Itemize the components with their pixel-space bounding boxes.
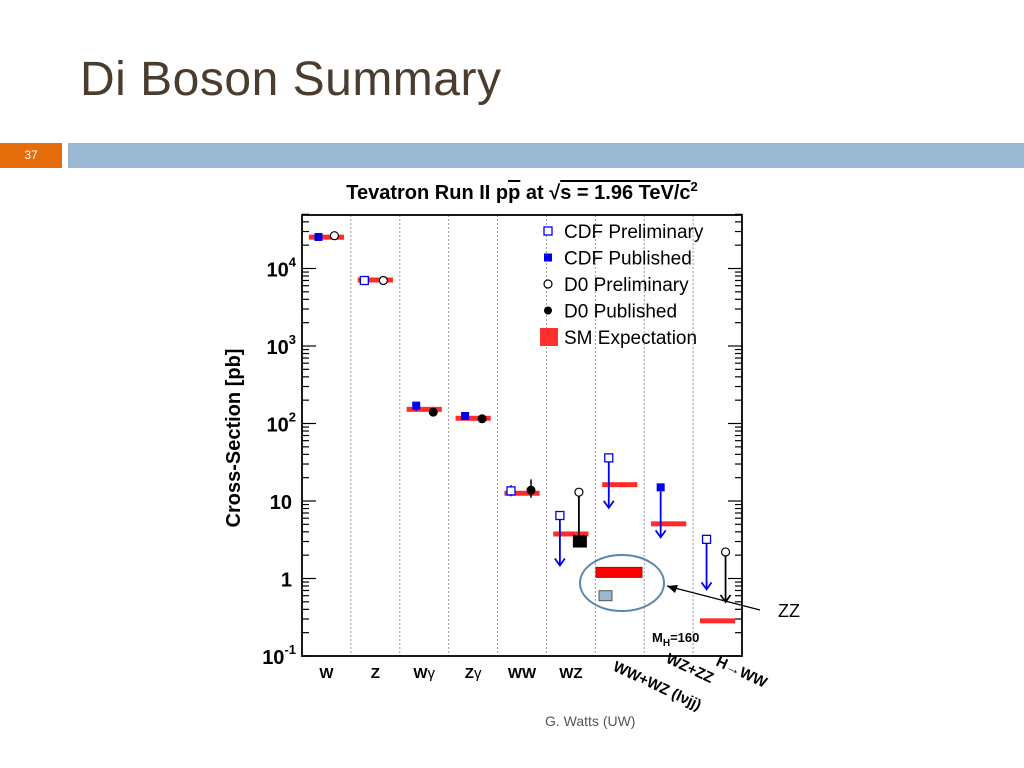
data-point bbox=[526, 485, 536, 495]
data-point bbox=[378, 275, 388, 286]
legend-label: CDF Preliminary bbox=[564, 222, 704, 243]
upper-limit-arrowhead bbox=[719, 594, 732, 604]
data-point bbox=[656, 483, 665, 492]
sm-expectation-bar bbox=[602, 482, 638, 488]
x-category-label: Zγ bbox=[465, 665, 482, 682]
legend-label: D0 Preliminary bbox=[564, 275, 689, 296]
legend-label: CDF Published bbox=[564, 249, 692, 270]
data-point bbox=[477, 414, 487, 424]
plot-frame bbox=[301, 214, 743, 657]
header-bar bbox=[68, 143, 1024, 168]
legend-marker bbox=[540, 328, 558, 346]
title-pbar: p bbox=[508, 182, 520, 204]
data-point bbox=[412, 401, 421, 410]
sm-expectation-bar bbox=[699, 618, 736, 624]
y-tick-label: 102 bbox=[267, 410, 296, 437]
slide-number: 37 bbox=[0, 143, 62, 168]
data-point bbox=[506, 486, 516, 496]
upper-limit-arrowhead bbox=[554, 557, 566, 568]
x-category-label: H→WW bbox=[713, 653, 770, 692]
data-point bbox=[572, 535, 587, 548]
sm-expectation-bar bbox=[308, 234, 345, 240]
higgs-mass-label: MH=160 bbox=[652, 630, 699, 649]
data-point bbox=[329, 231, 340, 241]
data-point bbox=[720, 547, 731, 557]
zz-pointer-arrowhead bbox=[667, 585, 678, 593]
data-point bbox=[461, 411, 470, 420]
y-axis-label: Cross-Section [pb] bbox=[223, 349, 245, 528]
legend-marker bbox=[543, 279, 553, 289]
x-category-label: WW bbox=[508, 665, 537, 682]
y-tick-label: 10-1 bbox=[262, 642, 296, 669]
x-category-label: W bbox=[319, 665, 334, 682]
y-tick-label: 103 bbox=[267, 332, 296, 359]
upper-limit-arrowhead bbox=[603, 500, 615, 510]
x-category-label: Wγ bbox=[413, 665, 435, 682]
sm-expectation-bar bbox=[504, 490, 540, 496]
zz-annotation: ZZ bbox=[778, 601, 800, 621]
y-tick-label: 104 bbox=[267, 255, 297, 282]
x-category-label: Z bbox=[371, 665, 380, 682]
data-point bbox=[359, 275, 369, 286]
sm-expectation-bar bbox=[553, 531, 589, 537]
data-point bbox=[555, 510, 565, 521]
x-category-label: WZ bbox=[559, 665, 582, 682]
legend-marker bbox=[544, 253, 552, 262]
credit-text: G. Watts (UW) bbox=[545, 713, 636, 729]
upper-limit-arrowhead bbox=[700, 581, 713, 591]
legend-label: SM Expectation bbox=[564, 328, 697, 349]
sm-expectation-bar bbox=[357, 277, 393, 283]
sqrt-symbol: √ bbox=[549, 182, 561, 204]
zz-sm-expectation-bar bbox=[595, 566, 643, 578]
legend-marker bbox=[543, 226, 553, 236]
legend-marker bbox=[544, 306, 552, 315]
slide-title: Di Boson Summary bbox=[80, 53, 502, 106]
zz-highlight-ellipse bbox=[579, 554, 665, 612]
zz-pointer-line bbox=[666, 585, 761, 611]
data-point bbox=[574, 487, 584, 497]
data-point bbox=[701, 534, 712, 545]
sm-expectation-bar bbox=[406, 406, 442, 412]
sm-expectation-bar bbox=[455, 415, 491, 421]
data-point bbox=[314, 232, 323, 241]
zz-cdf-box bbox=[598, 590, 613, 602]
y-tick-label: 10 bbox=[270, 492, 292, 514]
upper-limit-arrowhead bbox=[654, 529, 667, 539]
sm-expectation-bar bbox=[651, 521, 687, 527]
y-tick-label: 1 bbox=[281, 570, 292, 592]
legend-label: D0 Published bbox=[564, 302, 677, 323]
chart-title: Tevatron Run II pp at √s = 1.96 TeV/c2 bbox=[346, 179, 697, 204]
data-point bbox=[604, 453, 614, 463]
data-point bbox=[428, 407, 438, 417]
